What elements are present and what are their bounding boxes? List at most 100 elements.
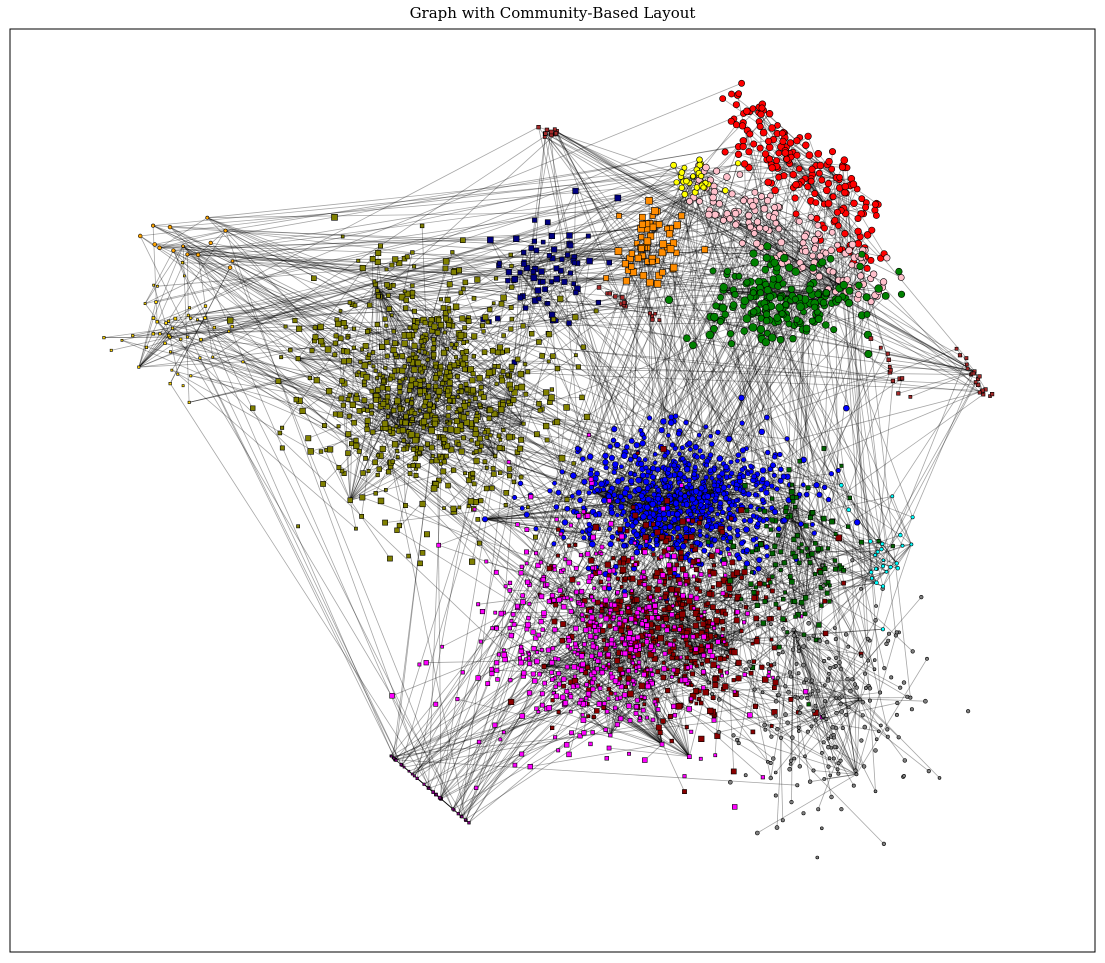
node-maroon	[630, 504, 636, 510]
edge	[199, 357, 396, 760]
node-gold	[181, 384, 185, 388]
node-blue	[696, 432, 702, 438]
node-green-upper	[845, 286, 854, 295]
node-green-upper	[750, 258, 759, 267]
node-blue	[689, 527, 696, 534]
node-olive	[462, 279, 469, 286]
edge	[439, 634, 648, 799]
edge	[835, 633, 890, 699]
node-maroon	[594, 708, 600, 714]
edge	[815, 720, 855, 786]
edge	[601, 610, 685, 792]
node-maroon	[694, 701, 699, 706]
node-olive	[571, 461, 576, 466]
node-blue	[835, 467, 841, 473]
node-blue	[628, 478, 635, 485]
edge	[573, 283, 793, 583]
node-olive	[407, 463, 412, 468]
node-brown	[607, 291, 613, 296]
node-red	[804, 132, 812, 140]
node-blue	[656, 515, 663, 523]
node-olive	[399, 427, 406, 434]
node-olive	[417, 388, 424, 395]
node-olive	[500, 294, 507, 301]
node-red	[862, 203, 870, 211]
node-blue	[723, 463, 730, 471]
edge	[673, 164, 903, 546]
node-red	[783, 155, 791, 163]
node-blue	[650, 532, 656, 538]
node-olive	[593, 308, 599, 314]
edge	[856, 699, 861, 775]
edge	[824, 684, 837, 699]
node-olive	[356, 408, 363, 414]
edge	[763, 486, 800, 497]
node-olive	[363, 455, 368, 461]
edge	[169, 226, 707, 623]
node-orange	[616, 213, 622, 219]
edge	[708, 621, 814, 771]
node-red	[804, 183, 812, 191]
edge	[648, 200, 850, 511]
edge	[494, 413, 788, 440]
edge	[654, 605, 690, 757]
edge	[556, 187, 707, 520]
node-blue	[698, 485, 705, 492]
edge	[210, 242, 413, 411]
edge	[401, 422, 407, 449]
edge	[896, 544, 912, 564]
node-maroon	[624, 528, 630, 534]
node-blue	[738, 394, 745, 401]
edge	[165, 322, 325, 426]
node-olive	[435, 317, 442, 323]
edge	[722, 307, 829, 681]
node-olive	[409, 290, 416, 296]
edge	[882, 373, 974, 587]
node-blue	[692, 488, 700, 495]
node-maroon	[689, 543, 695, 549]
edge	[290, 349, 644, 699]
edge	[738, 631, 742, 679]
node-olive	[351, 419, 357, 426]
node-blue	[698, 502, 704, 508]
node-olive	[358, 359, 363, 364]
node-brown	[885, 351, 890, 356]
edge	[349, 437, 442, 501]
edge	[840, 699, 861, 705]
edge	[362, 497, 654, 602]
edge	[396, 399, 515, 531]
node-olive	[494, 381, 499, 386]
node-olive	[384, 323, 389, 328]
node-navy	[532, 217, 538, 223]
edge	[536, 250, 570, 324]
node-red	[858, 195, 866, 203]
node-navy	[545, 301, 551, 306]
edge	[169, 336, 179, 375]
edge	[789, 697, 837, 770]
node-red	[765, 109, 774, 118]
node-navy	[551, 246, 558, 253]
node-green-upper	[740, 296, 750, 306]
node-olive	[508, 304, 514, 310]
node-olive	[491, 301, 496, 306]
edge	[544, 133, 641, 248]
node-blue	[743, 526, 750, 533]
node-olive	[387, 429, 393, 434]
node-olive	[452, 303, 460, 310]
node-blue	[547, 488, 553, 494]
node-olive	[425, 423, 430, 428]
edge	[627, 228, 642, 561]
node-red	[821, 224, 828, 232]
node-olive	[469, 377, 476, 384]
edge	[212, 356, 793, 738]
edge	[756, 291, 880, 594]
node-olive	[499, 377, 506, 384]
edge	[577, 685, 663, 745]
node-maroon	[738, 507, 745, 514]
node-olive	[518, 383, 526, 391]
node-green-upper	[762, 317, 771, 325]
node-olive	[346, 357, 352, 364]
edge	[663, 609, 836, 748]
node-olive	[543, 389, 550, 396]
edge	[214, 327, 583, 606]
